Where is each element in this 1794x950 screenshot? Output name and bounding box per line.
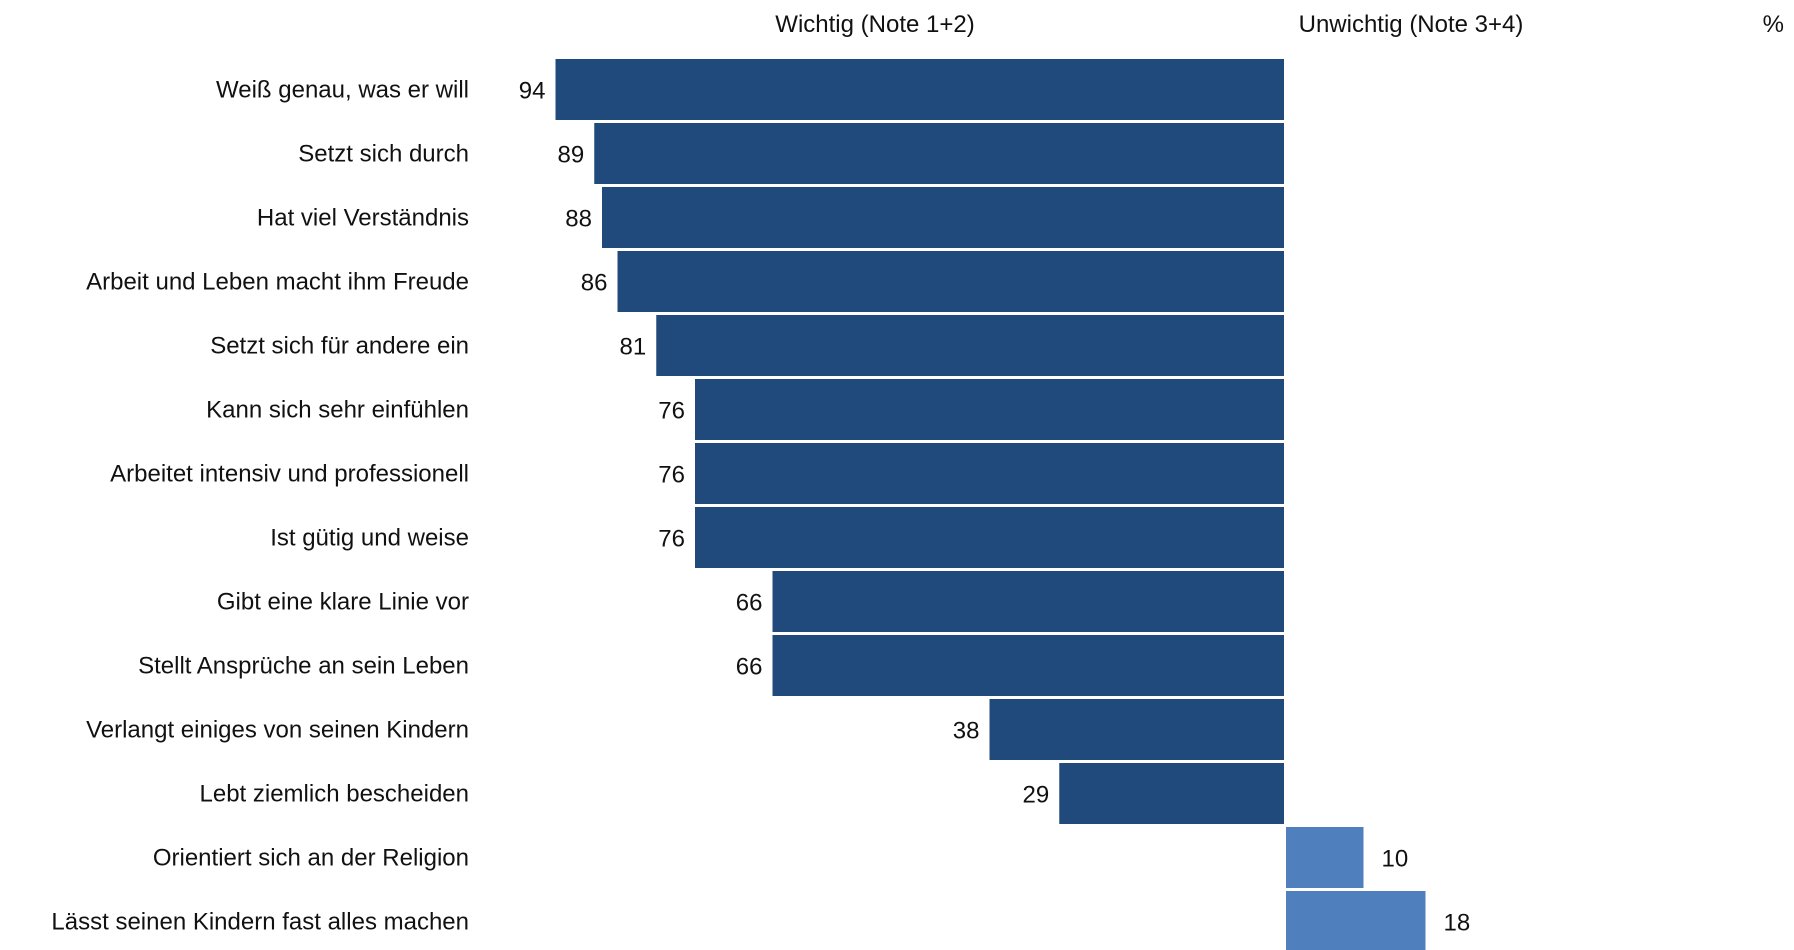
header-unwichtig: Unwichtig (Note 3+4) <box>1299 11 1524 38</box>
value-label-unwichtig: 18 <box>1444 910 1471 937</box>
value-label-wichtig: 94 <box>519 78 546 105</box>
category-label: Lässt seinen Kindern fast alles machen <box>51 909 469 936</box>
header-percent-unit: % <box>1763 11 1784 38</box>
category-label: Setzt sich für andere ein <box>210 333 469 360</box>
bar-wichtig <box>617 251 1284 312</box>
value-label-wichtig: 88 <box>565 206 592 233</box>
category-label: Arbeitet intensiv und professionell <box>110 461 469 488</box>
category-label: Orientiert sich an der Religion <box>153 845 469 872</box>
bar-wichtig <box>989 699 1284 760</box>
category-label: Setzt sich durch <box>298 141 469 168</box>
category-label: Stellt Ansprüche an sein Leben <box>138 653 469 680</box>
value-label-wichtig: 76 <box>658 462 685 489</box>
bar-group: Weiß genau, was er will 94 Setzt sich durc… <box>51 59 1470 950</box>
value-label-wichtig: 76 <box>658 526 685 553</box>
value-label-wichtig: 29 <box>1023 782 1050 809</box>
bar-unwichtig <box>1286 891 1426 950</box>
bar-wichtig <box>594 123 1284 184</box>
bar-wichtig <box>1059 763 1284 824</box>
category-label: Weiß genau, was er will <box>216 77 469 104</box>
bar-unwichtig <box>1286 827 1364 888</box>
value-label-unwichtig: 10 <box>1382 846 1409 873</box>
bar-wichtig <box>695 379 1284 440</box>
bar-wichtig <box>695 507 1284 568</box>
header-wichtig: Wichtig (Note 1+2) <box>775 11 974 38</box>
value-label-wichtig: 66 <box>736 654 763 681</box>
category-label: Hat viel Verständnis <box>257 205 469 232</box>
bar-wichtig <box>772 571 1284 632</box>
bar-wichtig <box>656 315 1284 376</box>
category-label: Kann sich sehr einfühlen <box>206 397 469 424</box>
category-label: Verlangt einiges von seinen Kindern <box>86 717 469 744</box>
category-label: Ist gütig und weise <box>270 525 469 552</box>
category-label: Lebt ziemlich bescheiden <box>200 781 470 808</box>
bar-wichtig <box>772 635 1284 696</box>
bar-wichtig <box>555 59 1284 120</box>
value-label-wichtig: 89 <box>558 142 585 169</box>
category-label: Gibt eine klare Linie vor <box>217 589 469 616</box>
bar-wichtig <box>695 443 1284 504</box>
category-label: Arbeit und Leben macht ihm Freude <box>86 269 469 296</box>
value-label-wichtig: 76 <box>658 398 685 425</box>
value-label-wichtig: 81 <box>620 334 647 361</box>
value-label-wichtig: 86 <box>581 270 608 297</box>
value-label-wichtig: 38 <box>953 718 980 745</box>
bar-wichtig <box>602 187 1284 248</box>
value-label-wichtig: 66 <box>736 590 763 617</box>
